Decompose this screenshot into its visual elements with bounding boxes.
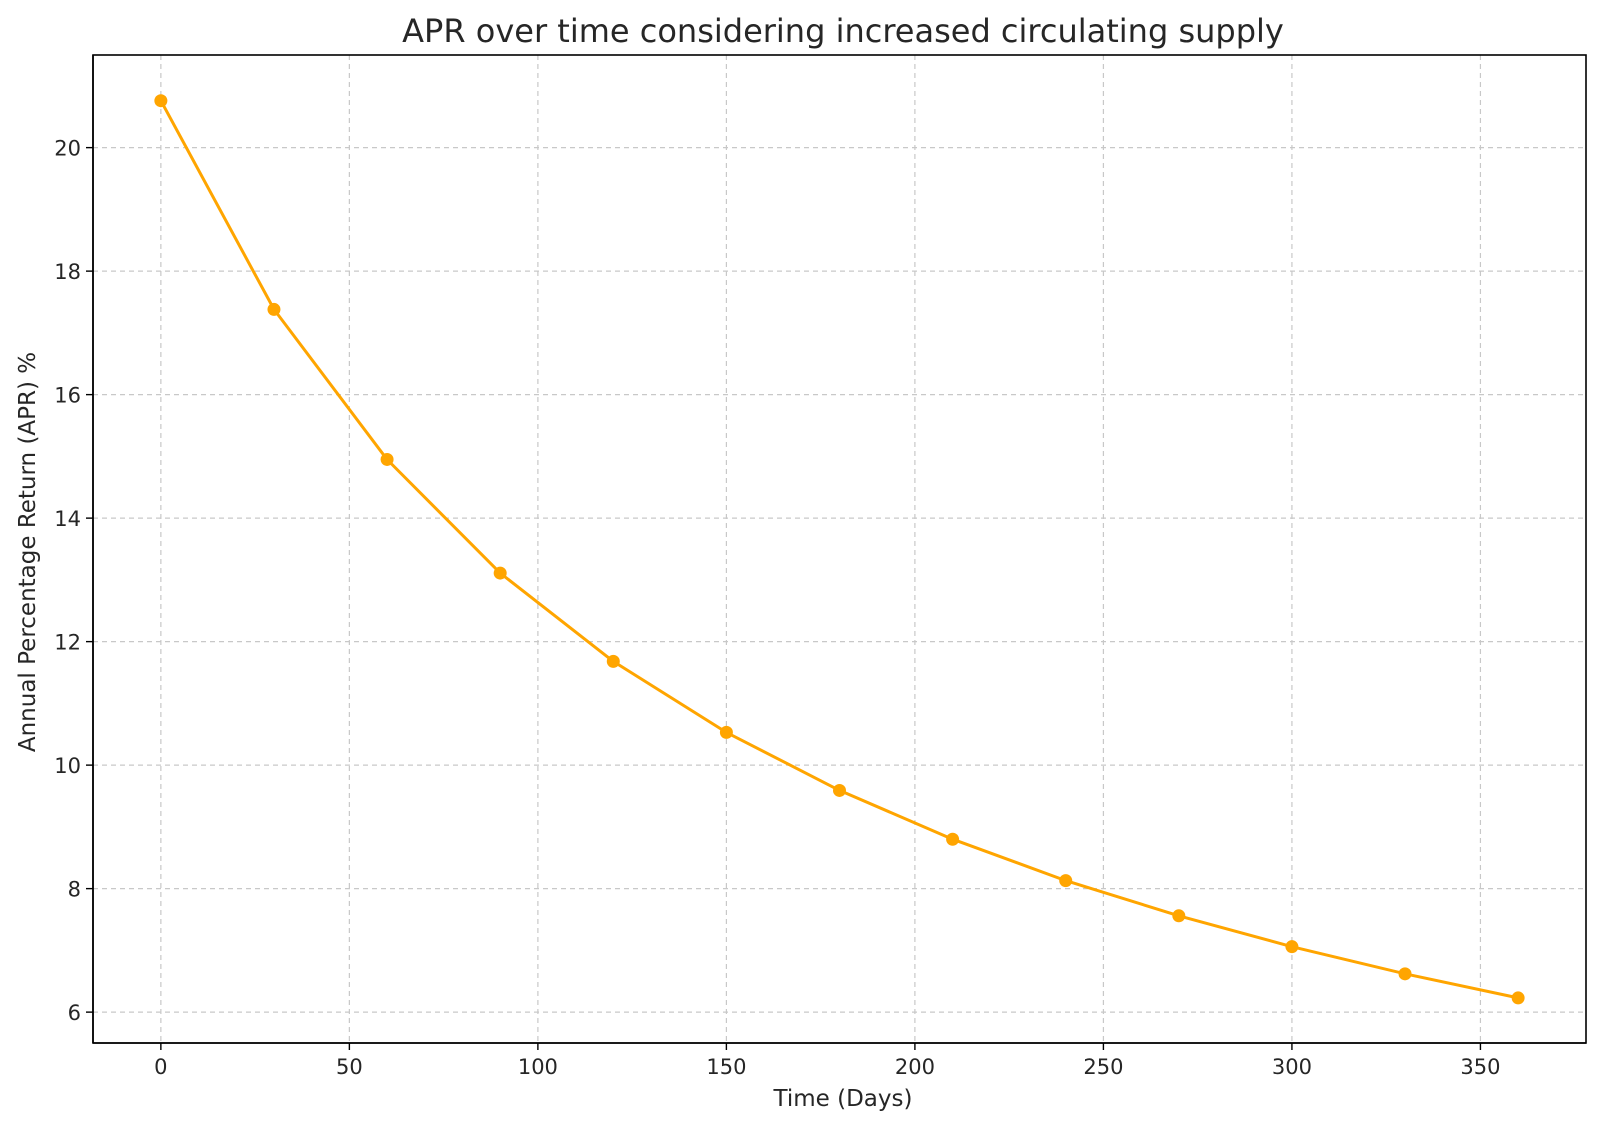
series-line [159,99,1519,1000]
y-axis-label: Annual Percentage Return (APR) % [15,352,41,752]
y-tick-label: 18 [54,260,81,284]
data-point [1285,940,1299,954]
data-point [833,783,846,797]
axis-ticks: 0 50 100 150 200 250 300 350 6 8 10 12 14 16 18 20 [54,55,1586,1079]
x-tick-label: 250 [1083,1055,1123,1079]
x-tick-label: 50 [336,1055,363,1079]
y-tick-label: 16 [54,384,81,408]
y-tick-label: 6 [68,1001,81,1025]
data-point [946,832,960,846]
x-tick-label: 300 [1272,1055,1312,1079]
data-point [1511,991,1525,1005]
grid [93,55,1586,1043]
y-tick-label: 12 [54,631,81,655]
y-tick-label: 14 [54,507,81,531]
y-tick-label: 10 [54,754,81,778]
data-point [1172,909,1186,923]
x-tick-label: 200 [895,1055,935,1079]
x-axis-label: Time (Days) [773,1086,913,1112]
data-point [719,725,733,739]
y-tick-label: 8 [68,878,81,902]
data-point [267,302,281,316]
y-tick-label: 20 [54,137,81,161]
x-tick-label: 0 [154,1055,167,1079]
x-tick-label: 100 [518,1055,558,1079]
plot-frame [92,54,1587,1044]
x-tick-label: 150 [706,1055,746,1079]
data-point [380,452,394,466]
x-tick-label: 350 [1460,1055,1500,1079]
data-point [1059,874,1073,888]
series [154,94,1525,1005]
data-point [606,654,620,668]
data-point [154,94,168,108]
data-point [1398,967,1412,981]
chart-title: APR over time considering increased circ… [402,12,1284,50]
data-point [493,566,507,580]
